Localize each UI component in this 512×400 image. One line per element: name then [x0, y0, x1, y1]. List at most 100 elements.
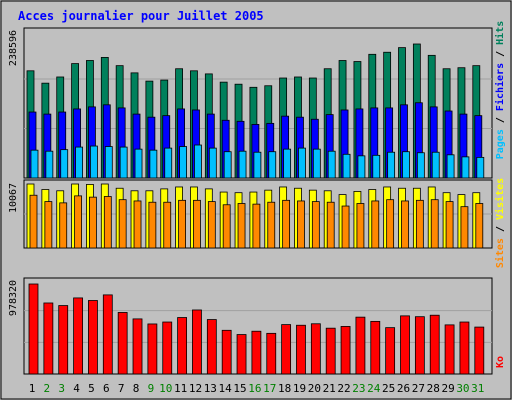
bar-ko-day-5: [88, 300, 98, 375]
bar-ko-day-15: [236, 334, 247, 375]
bar-sites-day-28: [430, 199, 439, 249]
x-tick-day-7: 7: [118, 382, 125, 395]
x-tick-day-25: 25: [382, 382, 395, 395]
x-axis-labels: 1 2 3 4 5 6 7 8 9 10 11 12 13 14 15 16 17 18 19 20 21 22 23 24 2…: [29, 382, 485, 395]
legend-visits-panel: Sites / Visites: [494, 178, 506, 268]
bar-pages-day-21: [327, 150, 336, 179]
x-tick-day-14: 14: [219, 382, 233, 395]
bar-sites-day-16: [252, 203, 261, 249]
bar-pages-day-29: [446, 154, 455, 179]
bar-ko-day-21: [325, 327, 336, 375]
x-tick-day-5: 5: [88, 382, 95, 395]
bar-ko-day-17: [266, 332, 277, 375]
bar-sites-day-6: [103, 196, 112, 249]
x-tick-day-13: 13: [204, 382, 217, 395]
bar-ko-day-29: [444, 324, 455, 375]
bar-pages-day-12: [194, 144, 202, 179]
bar-pages-day-27: [416, 152, 425, 179]
bar-ko-day-16: [251, 330, 262, 375]
bar-pages-day-13: [208, 147, 217, 179]
bar-sites-day-8: [133, 200, 142, 249]
bar-pages-day-5: [90, 145, 98, 179]
bar-ko-day-26: [400, 315, 410, 375]
bar-sites-day-10: [163, 201, 172, 249]
bar-ko-day-14: [221, 329, 232, 375]
x-tick-day-2: 2: [44, 382, 51, 395]
x-tick-day-23: 23: [352, 382, 365, 395]
bar-sites-day-20: [311, 201, 320, 249]
bar-ko-day-18: [281, 324, 292, 375]
bar-sites-day-9: [148, 201, 157, 249]
bar-ko-day-24: [370, 320, 381, 375]
x-tick-day-20: 20: [308, 382, 321, 395]
legend-fichiers: Fichiers: [494, 63, 506, 111]
bar-ko-day-12: [192, 309, 202, 375]
bar-pages-day-14: [223, 151, 232, 179]
bar-ko-day-19: [296, 324, 306, 375]
bar-ko-day-30: [459, 321, 470, 375]
ymax-label-visits: 10067: [8, 183, 19, 213]
bar-sites-day-25: [386, 199, 395, 249]
bar-sites-day-13: [207, 201, 216, 249]
bar-ko-day-7: [117, 312, 128, 375]
bar-pages-day-2: [45, 150, 54, 179]
x-tick-day-19: 19: [293, 382, 306, 395]
bars: [26, 43, 485, 375]
bar-pages-day-26: [402, 151, 410, 179]
bar-ko-day-20: [310, 323, 321, 375]
bar-sites-day-22: [341, 205, 350, 249]
x-tick-day-1: 1: [29, 382, 36, 395]
x-tick-day-16: 16: [248, 382, 261, 395]
bar-sites-day-17: [267, 201, 276, 249]
legend-hits-panel: Pages / Fichiers / Hits: [494, 21, 506, 160]
bar-pages-day-31: [476, 156, 485, 179]
bar-ko-day-22: [340, 326, 351, 375]
x-tick-day-9: 9: [148, 382, 155, 395]
legend-sites: Sites: [494, 238, 506, 268]
legend-ko: Ko: [495, 356, 506, 368]
bar-pages-day-30: [461, 156, 470, 179]
bar-pages-day-7: [119, 146, 128, 179]
bar-pages-day-20: [312, 148, 321, 179]
bar-sites-day-24: [371, 200, 380, 249]
x-tick-day-11: 11: [174, 382, 187, 395]
x-tick-day-17: 17: [263, 382, 276, 395]
bar-pages-day-22: [342, 153, 351, 179]
bar-ko-day-10: [162, 321, 173, 375]
bar-sites-day-27: [415, 199, 424, 249]
bar-ko-day-25: [385, 327, 396, 375]
bar-ko-day-23: [355, 316, 366, 375]
bar-pages-day-8: [134, 148, 143, 179]
x-tick-day-3: 3: [58, 382, 65, 395]
bar-ko-day-2: [43, 302, 54, 375]
bar-ko-day-8: [132, 318, 143, 375]
bar-sites-day-23: [356, 203, 365, 249]
bar-pages-day-23: [357, 155, 366, 179]
bar-sites-day-7: [118, 199, 127, 249]
bar-ko-day-28: [429, 314, 440, 375]
bar-pages-day-10: [164, 147, 173, 179]
bar-pages-day-19: [298, 147, 306, 179]
x-tick-day-27: 27: [412, 382, 425, 395]
bar-pages-day-17: [268, 151, 277, 179]
bar-pages-day-25: [387, 151, 396, 179]
bar-sites-day-14: [222, 204, 231, 249]
bar-ko-day-3: [58, 305, 69, 375]
x-tick-day-12: 12: [189, 382, 202, 395]
bar-sites-day-2: [44, 201, 53, 249]
bar-sites-day-18: [282, 199, 291, 249]
bar-sites-day-11: [178, 199, 187, 249]
legend-visites: Visites: [494, 178, 506, 220]
ymax-label-bandwidth: 978320: [8, 280, 19, 316]
bar-pages-day-3: [60, 149, 69, 179]
chart-title: Acces journalier pour Juillet 2005: [18, 9, 264, 23]
x-tick-day-15: 15: [233, 382, 246, 395]
bar-sites-day-15: [237, 203, 246, 249]
legend-hits: Hits: [494, 21, 506, 45]
bar-sites-day-21: [326, 201, 335, 249]
x-tick-day-21: 21: [323, 382, 336, 395]
x-tick-day-28: 28: [427, 382, 440, 395]
bar-pages-day-1: [30, 149, 39, 179]
bar-pages-day-24: [372, 154, 381, 179]
